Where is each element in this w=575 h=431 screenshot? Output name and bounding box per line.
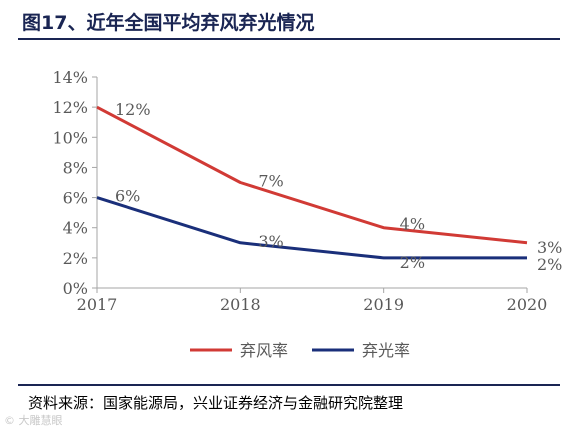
data-label: 12%: [115, 100, 151, 119]
y-tick-label: 4%: [63, 219, 88, 238]
y-tick-label: 2%: [63, 249, 88, 268]
x-tick-label: 2020: [507, 295, 548, 314]
y-tick-label: 12%: [52, 98, 88, 117]
data-label: 3%: [258, 232, 283, 251]
chart-data-labels: 12%7%4%3%6%3%2% 2%: [115, 100, 562, 274]
data-label: 2%: [537, 255, 562, 274]
data-label: 4%: [400, 215, 425, 234]
source-divider: [18, 384, 560, 386]
title-divider: [18, 38, 560, 40]
data-label: 2%: [400, 253, 425, 272]
legend-label: 弃风率: [240, 341, 288, 360]
figure-title: 图17、近年全国平均弃风弃光情况: [22, 12, 315, 34]
chart-axes: 0% 2% 4% 6% 8% 10% 12% 14% 2017 2018 2019 2020: [52, 68, 547, 314]
series-line-solar: [96, 196, 527, 260]
watermark: © 大雕慧眼: [4, 414, 63, 427]
legend-label: 弃光率: [362, 341, 410, 360]
y-tick-label: 6%: [63, 189, 88, 208]
x-tick-label: 2019: [363, 295, 404, 314]
y-tick-label: 8%: [63, 158, 88, 177]
series-line-wind: [96, 105, 528, 245]
data-label: 7%: [258, 172, 283, 191]
x-tick-label: 2017: [77, 295, 118, 314]
source-note: 资料来源：国家能源局，兴业证券经济与金融研究院整理: [28, 394, 404, 412]
y-tick-label: 0%: [63, 279, 88, 298]
data-label: 3%: [537, 238, 562, 257]
chart-legend: 弃风率 弃光率: [190, 341, 410, 360]
x-tick-label: 2018: [220, 295, 261, 314]
y-tick-label: 14%: [52, 68, 88, 87]
data-label: 6%: [115, 187, 140, 206]
chart-series: [96, 105, 528, 260]
y-tick-label: 10%: [52, 128, 88, 147]
